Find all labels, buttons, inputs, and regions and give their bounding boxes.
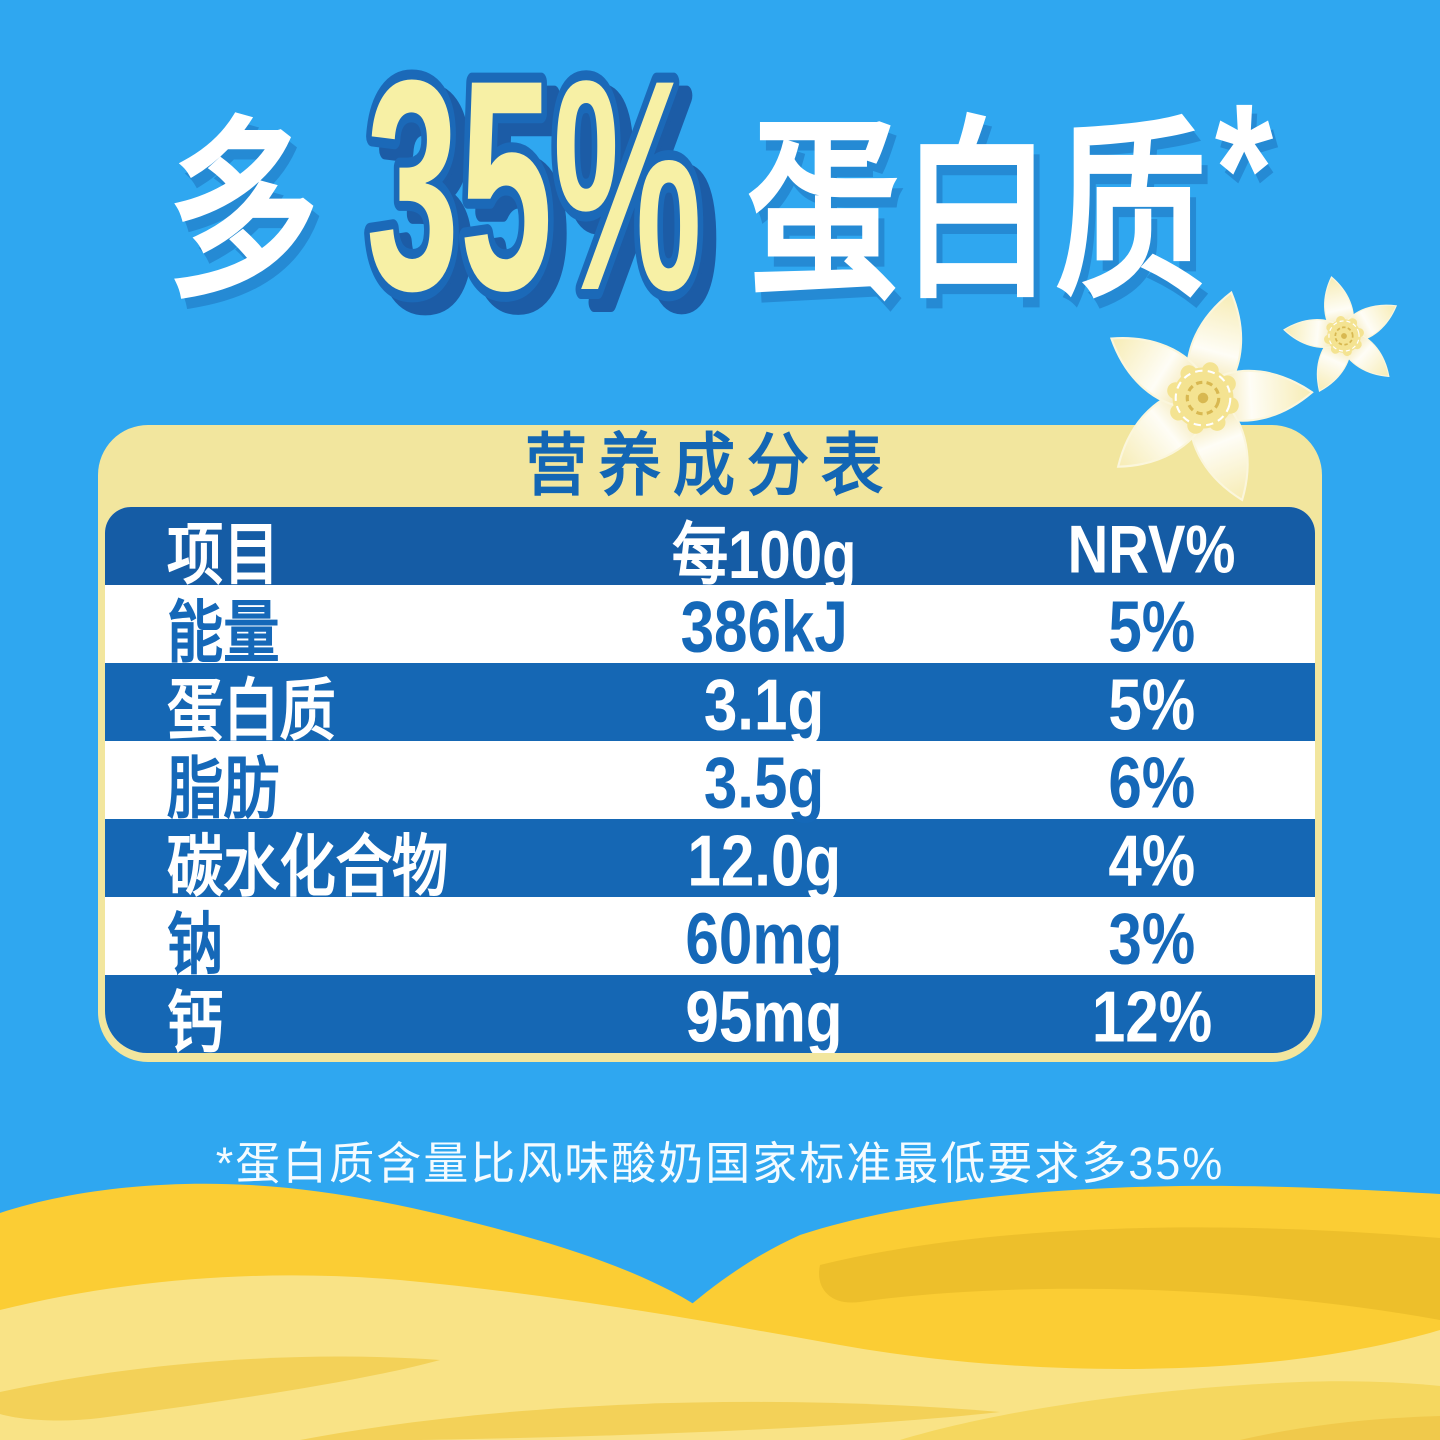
column-header-nrv: NRV%: [1067, 510, 1236, 588]
table-row: 碳水化合物 12.0g 4%: [105, 819, 1315, 905]
table-row: 钠 60mg 3%: [105, 897, 1315, 983]
dune-mid-right: [900, 1381, 1440, 1440]
column-header-item: 项目: [167, 517, 280, 594]
row-per100g-value: 12.0g: [687, 820, 842, 902]
row-item-label: 能量: [167, 595, 280, 672]
headline-prefix: 多: [166, 104, 321, 322]
row-nrv-value: 4%: [1108, 820, 1196, 902]
nutrition-card: 营养成分表 项目 每100g NRV% 能量 386kJ 5% 蛋白质 3.1g…: [98, 425, 1322, 1062]
column-header-per100g: 每100g: [672, 517, 857, 594]
row-nrv-value: 12%: [1091, 976, 1212, 1053]
row-item-label: 脂肪: [167, 751, 280, 828]
row-per100g-value: 3.1g: [704, 664, 825, 746]
sand-dunes-graphic: [0, 1183, 1440, 1440]
table-row: 能量 386kJ 5%: [105, 585, 1315, 671]
row-nrv-value: 3%: [1108, 898, 1196, 980]
row-nrv-value: 6%: [1108, 742, 1196, 824]
dune-foreground-pale: [0, 1275, 1440, 1440]
headline-percent-shadow: 35%: [379, 61, 715, 329]
footnote-text: *蛋白质含量比风味酸奶国家标准最低要求多35%: [215, 1137, 1225, 1189]
headline-percent-text: 35%: [366, 61, 702, 329]
dune-pale-shadow-center: [300, 1401, 1000, 1440]
row-per100g-value: 3.5g: [704, 742, 825, 824]
row-item-label: 钙: [167, 985, 224, 1053]
nutrition-card-title: 营养成分表: [524, 428, 895, 505]
row-per100g-value: 95mg: [685, 976, 843, 1053]
row-nrv-value: 5%: [1108, 586, 1196, 668]
dune-pale-shadow-left: [0, 1356, 440, 1421]
row-per100g-value: 386kJ: [680, 586, 849, 668]
row-item-label: 蛋白质: [167, 673, 336, 750]
table-header-row: 项目 每100g NRV%: [105, 507, 1315, 593]
table-row: 蛋白质 3.1g 5%: [105, 663, 1315, 749]
headline-suffix: 蛋白质: [746, 104, 1209, 322]
dune-dark-corner: [1240, 1416, 1440, 1440]
row-item-label: 碳水化合物: [167, 829, 449, 906]
row-item-label: 钠: [167, 907, 224, 984]
headline: 多 35% 35% 蛋白质 *: [0, 52, 1440, 338]
row-per100g-value: 60mg: [685, 898, 843, 980]
table-row: 脂肪 3.5g 6%: [105, 741, 1315, 827]
table-row: 钙 95mg 12%: [105, 975, 1315, 1053]
headline-asterisk: *: [1214, 63, 1274, 274]
headline-percent-graphic: 35% 35%: [358, 61, 722, 329]
dune-right-shadow: [819, 1227, 1440, 1320]
nutrition-table: 项目 每100g NRV% 能量 386kJ 5% 蛋白质 3.1g 5% 脂肪…: [105, 507, 1315, 1053]
row-nrv-value: 5%: [1108, 664, 1196, 746]
